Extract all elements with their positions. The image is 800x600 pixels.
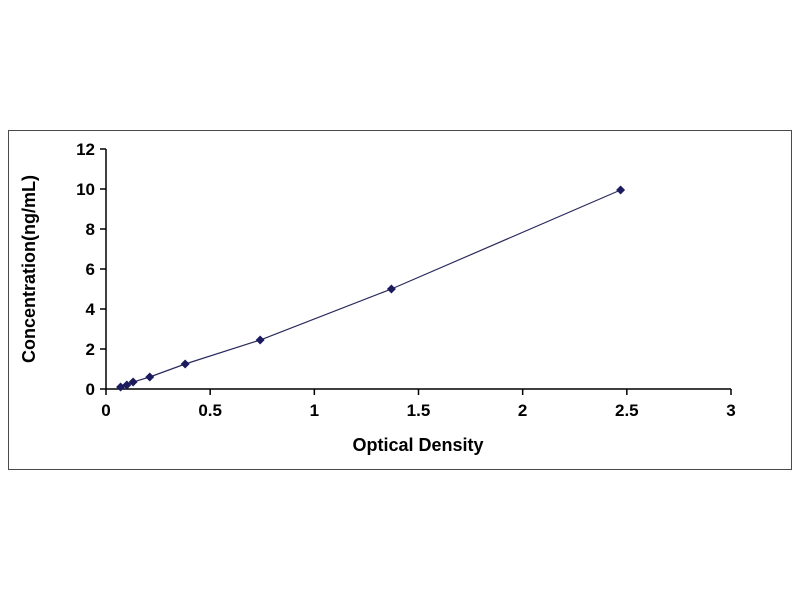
y-tick-label: 0: [86, 380, 95, 399]
data-point-marker: [180, 359, 190, 369]
standard-curve-chart: Optical Density Concentration(ng/mL) 0 0.…: [19, 140, 736, 455]
data-point-marker: [616, 185, 626, 195]
y-tick-label: 2: [86, 340, 95, 359]
y-axis-label: Concentration(ng/mL): [19, 175, 39, 363]
x-tick-label: 3: [726, 401, 735, 420]
data-point-marker: [128, 377, 138, 387]
standard-curve-figure: Optical Density Concentration(ng/mL) 0 0.…: [8, 130, 792, 470]
curve-line: [120, 189, 621, 388]
x-tick-label: 1.5: [407, 401, 431, 420]
x-tick-label: 0: [101, 401, 110, 420]
x-tick-label: 2: [518, 401, 527, 420]
y-tick-label: 10: [76, 180, 95, 199]
x-tick-label: 0.5: [198, 401, 222, 420]
x-tick-label: 1: [310, 401, 319, 420]
x-axis-label: Optical Density: [352, 435, 483, 455]
y-tick-label: 4: [86, 300, 96, 319]
y-tick-label: 12: [76, 140, 95, 159]
data-point-marker: [145, 372, 155, 382]
data-point-marker: [122, 380, 132, 390]
y-tick-label: 6: [86, 260, 95, 279]
x-tick-label: 2.5: [615, 401, 639, 420]
data-point-marker: [386, 284, 396, 294]
data-point-marker: [255, 335, 265, 345]
y-tick-label: 8: [86, 220, 95, 239]
